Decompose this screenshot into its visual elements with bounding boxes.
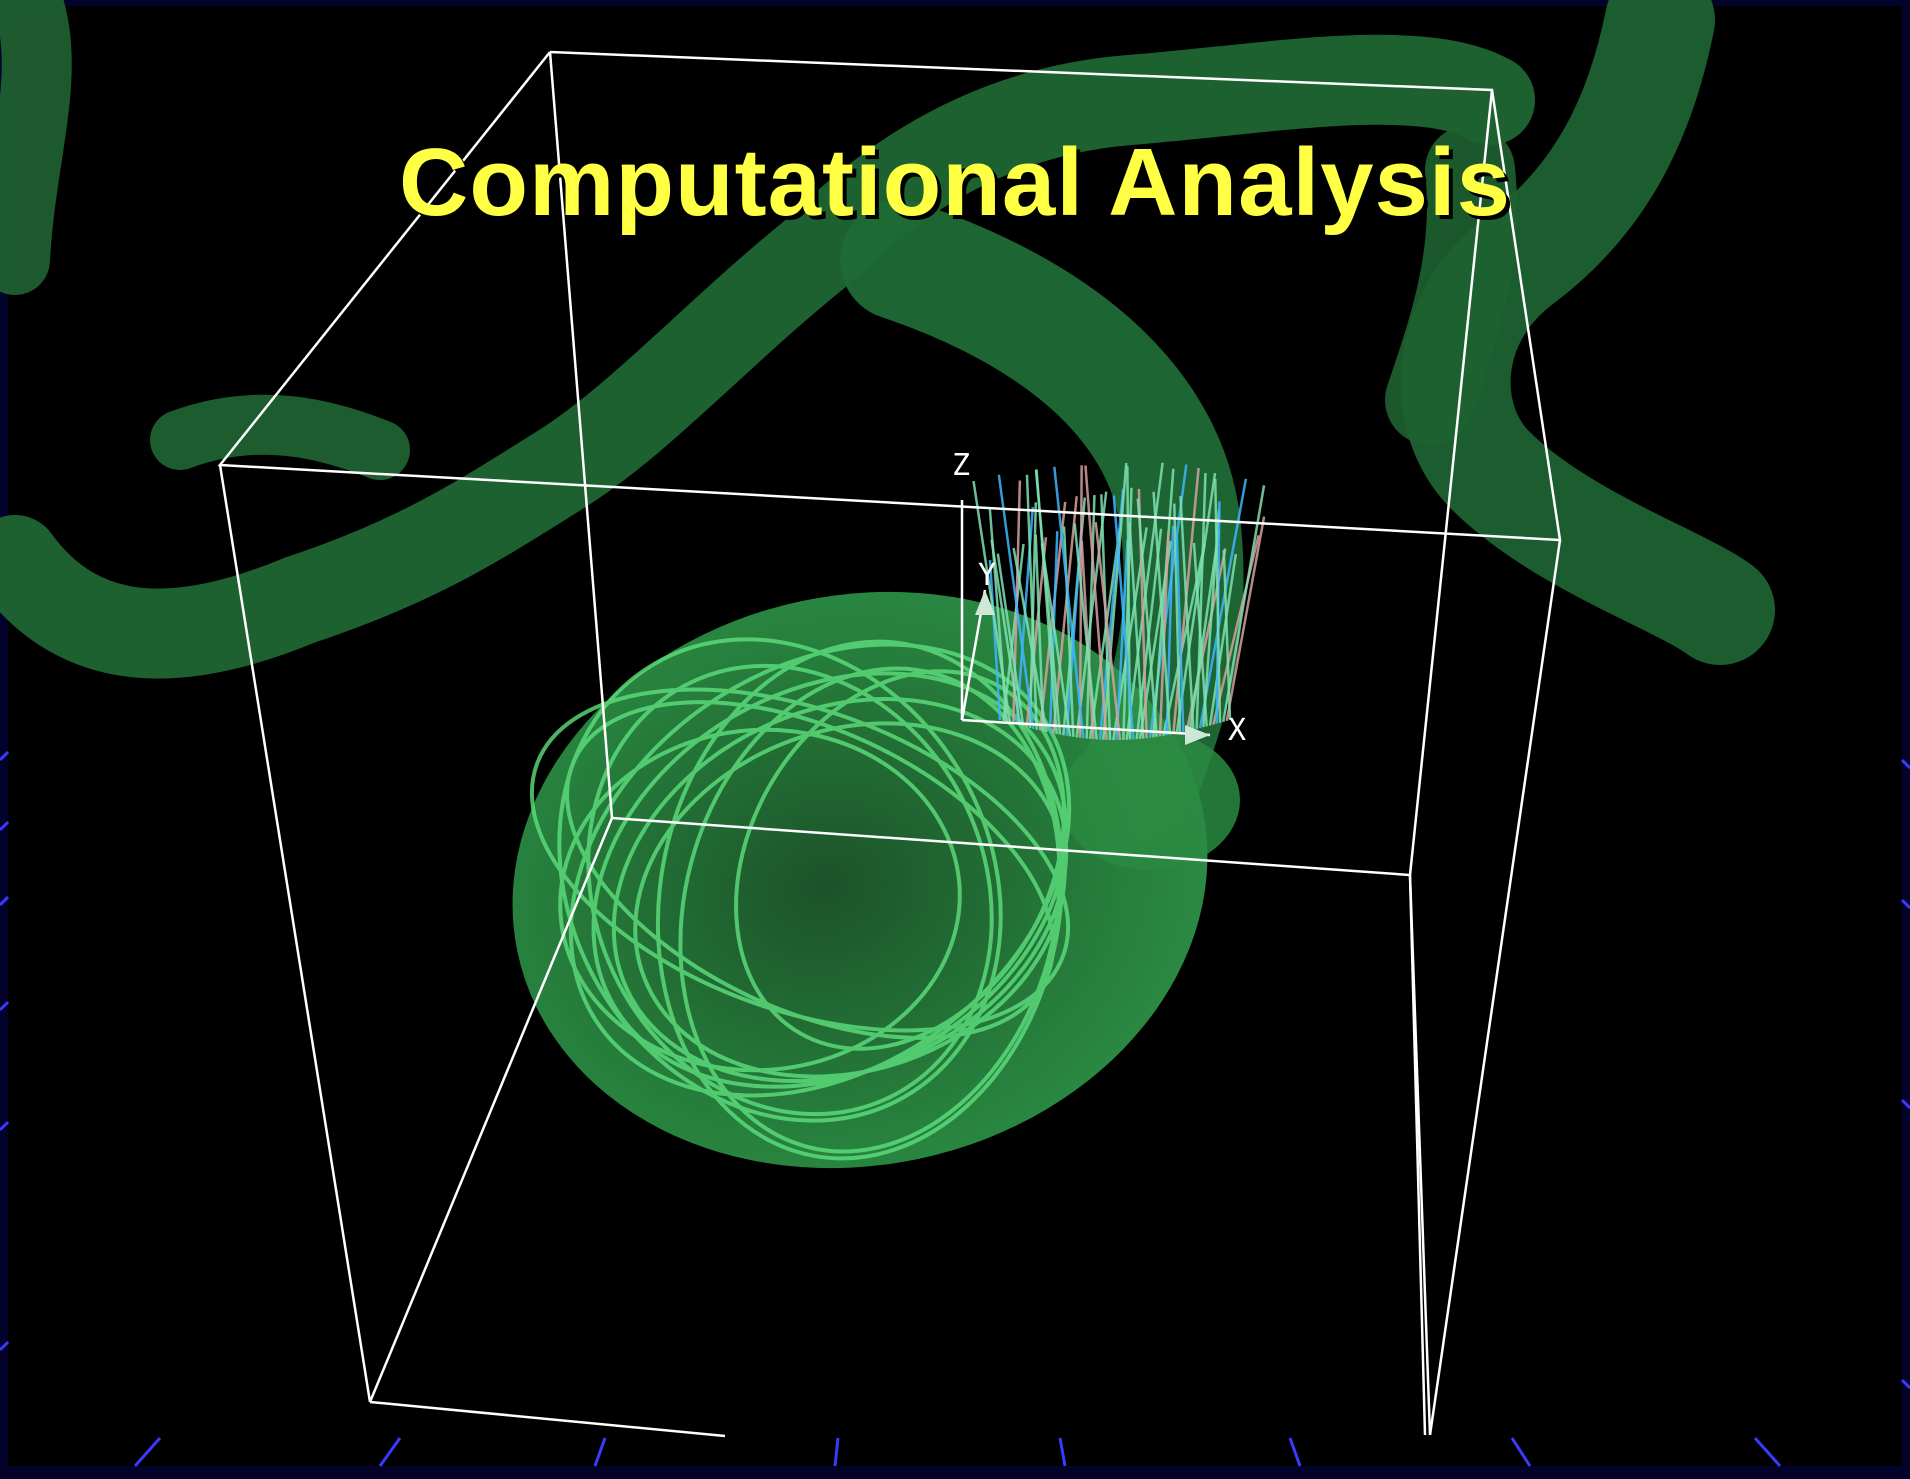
velocity-vector bbox=[1115, 539, 1129, 741]
velocity-vector bbox=[1002, 543, 1025, 722]
velocity-vector bbox=[1073, 523, 1098, 740]
streamline-ring bbox=[557, 637, 1003, 1123]
slide-title: Computational Analysis bbox=[399, 129, 1511, 236]
vessel-feeder bbox=[840, 200, 1244, 840]
streamline-ring bbox=[529, 687, 1071, 1033]
frame-ticks bbox=[0, 750, 1910, 1467]
axis-x-arrow bbox=[1185, 725, 1210, 745]
axis-label-x: X bbox=[1228, 713, 1246, 748]
streamlines bbox=[529, 637, 1072, 1161]
velocity-vector bbox=[1136, 498, 1158, 737]
velocity-vector bbox=[1078, 465, 1083, 738]
velocity-vector bbox=[1012, 547, 1048, 733]
velocity-vector bbox=[1040, 543, 1072, 737]
axis-label-y: Y bbox=[978, 558, 996, 593]
vessel-left-edge bbox=[0, 0, 72, 295]
velocity-vector bbox=[996, 553, 1025, 727]
velocity-vector bbox=[1125, 462, 1164, 740]
velocity-vector bbox=[1222, 549, 1232, 721]
velocity-vector bbox=[997, 474, 1035, 729]
velocity-vector bbox=[1094, 522, 1122, 741]
velocity-vector bbox=[1088, 527, 1122, 740]
velocity-vector bbox=[1025, 474, 1038, 730]
streamline-ring bbox=[586, 663, 994, 1117]
vessel-right-upper bbox=[1385, 125, 1517, 445]
velocity-vector bbox=[972, 480, 1012, 723]
axis-label-z: Z bbox=[952, 448, 970, 483]
velocity-vector bbox=[990, 539, 1022, 726]
streamline-ring bbox=[611, 697, 1069, 1083]
velocity-vector bbox=[1222, 485, 1266, 723]
streamline-ring bbox=[734, 669, 1066, 1051]
vessel-geometry bbox=[0, 0, 1775, 840]
velocity-vector bbox=[1128, 522, 1145, 739]
velocity-vector bbox=[1034, 534, 1045, 732]
velocity-vector bbox=[1152, 491, 1172, 735]
velocity-vector bbox=[1173, 503, 1182, 733]
velocity-vector bbox=[1112, 495, 1135, 740]
streamline-ring bbox=[558, 727, 962, 1073]
velocity-vector bbox=[1208, 553, 1238, 726]
axis-y-arrow bbox=[975, 590, 995, 615]
velocity-vector bbox=[1225, 516, 1266, 722]
velocity-vector bbox=[1198, 478, 1248, 729]
velocity-vector bbox=[1034, 470, 1062, 735]
velocity-vector bbox=[1192, 542, 1208, 727]
velocity-vector bbox=[1195, 473, 1207, 729]
velocity-vector bbox=[1179, 496, 1195, 730]
velocity-vector bbox=[1175, 536, 1185, 732]
velocity-vector bbox=[1162, 543, 1206, 737]
vessel-main-left bbox=[0, 34, 1535, 679]
velocity-vector bbox=[1085, 494, 1096, 739]
velocity-vector bbox=[988, 559, 1002, 721]
vessel-branch-left bbox=[150, 394, 410, 480]
streamline-ring bbox=[591, 671, 1069, 1089]
bounding-box bbox=[217, 50, 1562, 1438]
velocity-vectors bbox=[972, 462, 1266, 741]
aneurysm-neck bbox=[1060, 730, 1240, 870]
velocity-vector bbox=[1084, 465, 1108, 740]
streamline-ring bbox=[655, 639, 1065, 1161]
velocity-vector bbox=[1152, 468, 1175, 738]
